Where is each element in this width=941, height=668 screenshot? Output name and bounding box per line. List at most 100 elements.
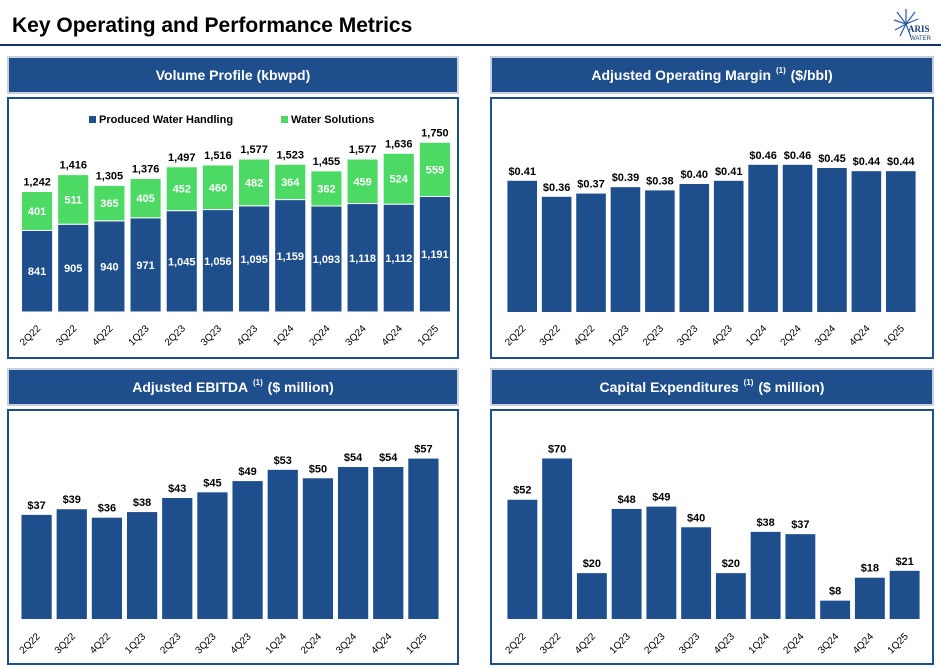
bar-1Q23 (126, 512, 158, 619)
x-tick-label: 4Q24 (369, 631, 394, 656)
bar-solutions-1Q24 (274, 163, 307, 201)
bar-1Q25 (885, 171, 916, 312)
data-label: $0.36 (543, 182, 571, 194)
x-tick-label: 1Q25 (886, 631, 911, 656)
bar-solutions-1Q23 (129, 178, 162, 219)
margin-chart-title: Adjusted Operating Margin (591, 67, 772, 83)
capex-chart-title: Capital Expenditures (599, 379, 739, 395)
x-tick-label: 3Q22 (538, 631, 563, 656)
aris-water-logo: ARIS WATER (893, 9, 932, 42)
x-tick-label: 2Q24 (781, 631, 806, 656)
bar-4Q22 (576, 193, 606, 312)
produced-label: 905 (64, 263, 82, 275)
produced-label: 1,191 (421, 249, 449, 261)
data-label: $37 (791, 519, 809, 531)
data-label: $37 (27, 500, 45, 512)
data-label: $54 (379, 452, 398, 464)
solutions-label: 482 (245, 177, 263, 189)
bar-solutions-3Q22 (57, 174, 90, 225)
ebitda-chart-title: Adjusted EBITDA (132, 379, 249, 395)
bar-3Q24 (820, 600, 851, 619)
x-tick-label: 2Q23 (642, 631, 667, 656)
solutions-label: 559 (426, 164, 444, 176)
data-label: $0.38 (646, 175, 674, 187)
bar-2Q24 (785, 534, 816, 619)
x-tick-label: 1Q24 (271, 323, 296, 348)
x-tick-label: 2Q22 (503, 323, 528, 348)
x-tick-label: 1Q23 (606, 323, 631, 348)
bar-solutions-1Q25 (418, 141, 451, 197)
solutions-label: 364 (281, 177, 300, 189)
produced-label: 1,159 (276, 251, 304, 263)
ebitda-panel-header: Adjusted EBITDA (1) ($ million) (7, 368, 459, 406)
data-label: $0.46 (749, 150, 777, 162)
x-tick-label: 3Q24 (334, 631, 359, 656)
x-tick-label: 4Q23 (229, 631, 254, 656)
solutions-label: 511 (64, 194, 82, 206)
produced-label: 1,093 (313, 254, 341, 266)
x-tick-label: 1Q25 (416, 323, 441, 348)
data-label: $49 (652, 492, 670, 504)
produced-label: 1,112 (385, 253, 412, 265)
bar-2Q22 (507, 180, 538, 312)
x-tick-label: 2Q24 (779, 323, 804, 348)
ebitda-footnote-marker: (1) (252, 377, 263, 387)
x-tick-label: 2Q22 (18, 323, 43, 348)
capex-chart: $52 $70 $20 $48 $49 $40 $20 $38 $37 $8 $18 $21 2Q22 3… (503, 443, 920, 656)
data-label: $57 (414, 444, 432, 456)
data-label: $49 (238, 466, 256, 478)
margin-chart-unit: ($/bbl) (790, 67, 833, 83)
x-tick-label: 1Q25 (882, 323, 907, 348)
bar-solutions-4Q24 (382, 152, 415, 205)
margin-chart: $0.41 $0.36 $0.37 $0.39 $0.38 $0.40 $0.41 $0.46… (503, 150, 916, 348)
bar-solutions-3Q24 (346, 158, 379, 205)
bar-3Q24 (817, 168, 847, 312)
bar-produced-1Q25 (418, 195, 451, 313)
capex-footnote-marker: (1) (743, 377, 754, 387)
bar-2Q24 (302, 478, 334, 619)
total-label: 1,376 (132, 164, 160, 176)
bar-4Q24 (373, 467, 404, 619)
total-label: 1,516 (204, 150, 232, 162)
total-label: 1,497 (168, 152, 196, 164)
bar-solutions-4Q22 (93, 184, 126, 222)
x-tick-label: 2Q24 (299, 631, 324, 656)
produced-label: 1,118 (349, 253, 376, 265)
x-tick-label: 4Q23 (235, 323, 260, 348)
ebitda-chart-panel: $37 $39 $36 $38 $43 $45 $49 $53 $50 $54 $54 $57 2Q22… (7, 409, 459, 665)
produced-label: 1,056 (204, 256, 232, 268)
solutions-label: 452 (173, 184, 191, 196)
bar-1Q24 (748, 164, 778, 312)
bar-3Q23 (197, 492, 228, 619)
data-label: $53 (274, 455, 292, 467)
ebitda-chart: $37 $39 $36 $38 $43 $45 $49 $53 $50 $54 $54 $57 2Q22… (18, 444, 439, 656)
data-label: $54 (344, 452, 363, 464)
x-tick-label: 1Q24 (747, 631, 772, 656)
bar-1Q24 (267, 469, 298, 619)
bar-produced-4Q24 (382, 203, 415, 313)
bar-produced-3Q22 (57, 223, 90, 313)
bar-3Q22 (542, 458, 573, 619)
produced-label: 940 (100, 261, 118, 273)
volume-chart: 841 401 1,242 905 511 1,416 940 365 1,305 971 405 1… (18, 114, 451, 348)
data-label: $18 (861, 563, 879, 575)
produced-label: 1,045 (168, 256, 196, 268)
data-label: $48 (617, 494, 635, 506)
data-label: $21 (895, 556, 913, 568)
x-tick-label: 3Q24 (344, 323, 369, 348)
bar-solutions-2Q24 (310, 170, 343, 207)
x-tick-label: 1Q23 (608, 631, 633, 656)
bar-produced-3Q23 (201, 209, 234, 313)
x-tick-label: 4Q23 (712, 631, 737, 656)
margin-footnote-marker: (1) (775, 65, 786, 75)
x-tick-label: 4Q22 (573, 631, 598, 656)
data-label: $70 (548, 443, 566, 455)
solutions-label: 460 (209, 182, 227, 194)
x-tick-label: 3Q22 (53, 631, 78, 656)
bar-solutions-4Q23 (238, 158, 271, 207)
x-tick-label: 3Q24 (816, 631, 841, 656)
data-label: $0.44 (853, 156, 881, 168)
x-tick-label: 1Q25 (404, 631, 429, 656)
bar-1Q25 (408, 458, 439, 619)
bar-4Q24 (854, 577, 885, 619)
